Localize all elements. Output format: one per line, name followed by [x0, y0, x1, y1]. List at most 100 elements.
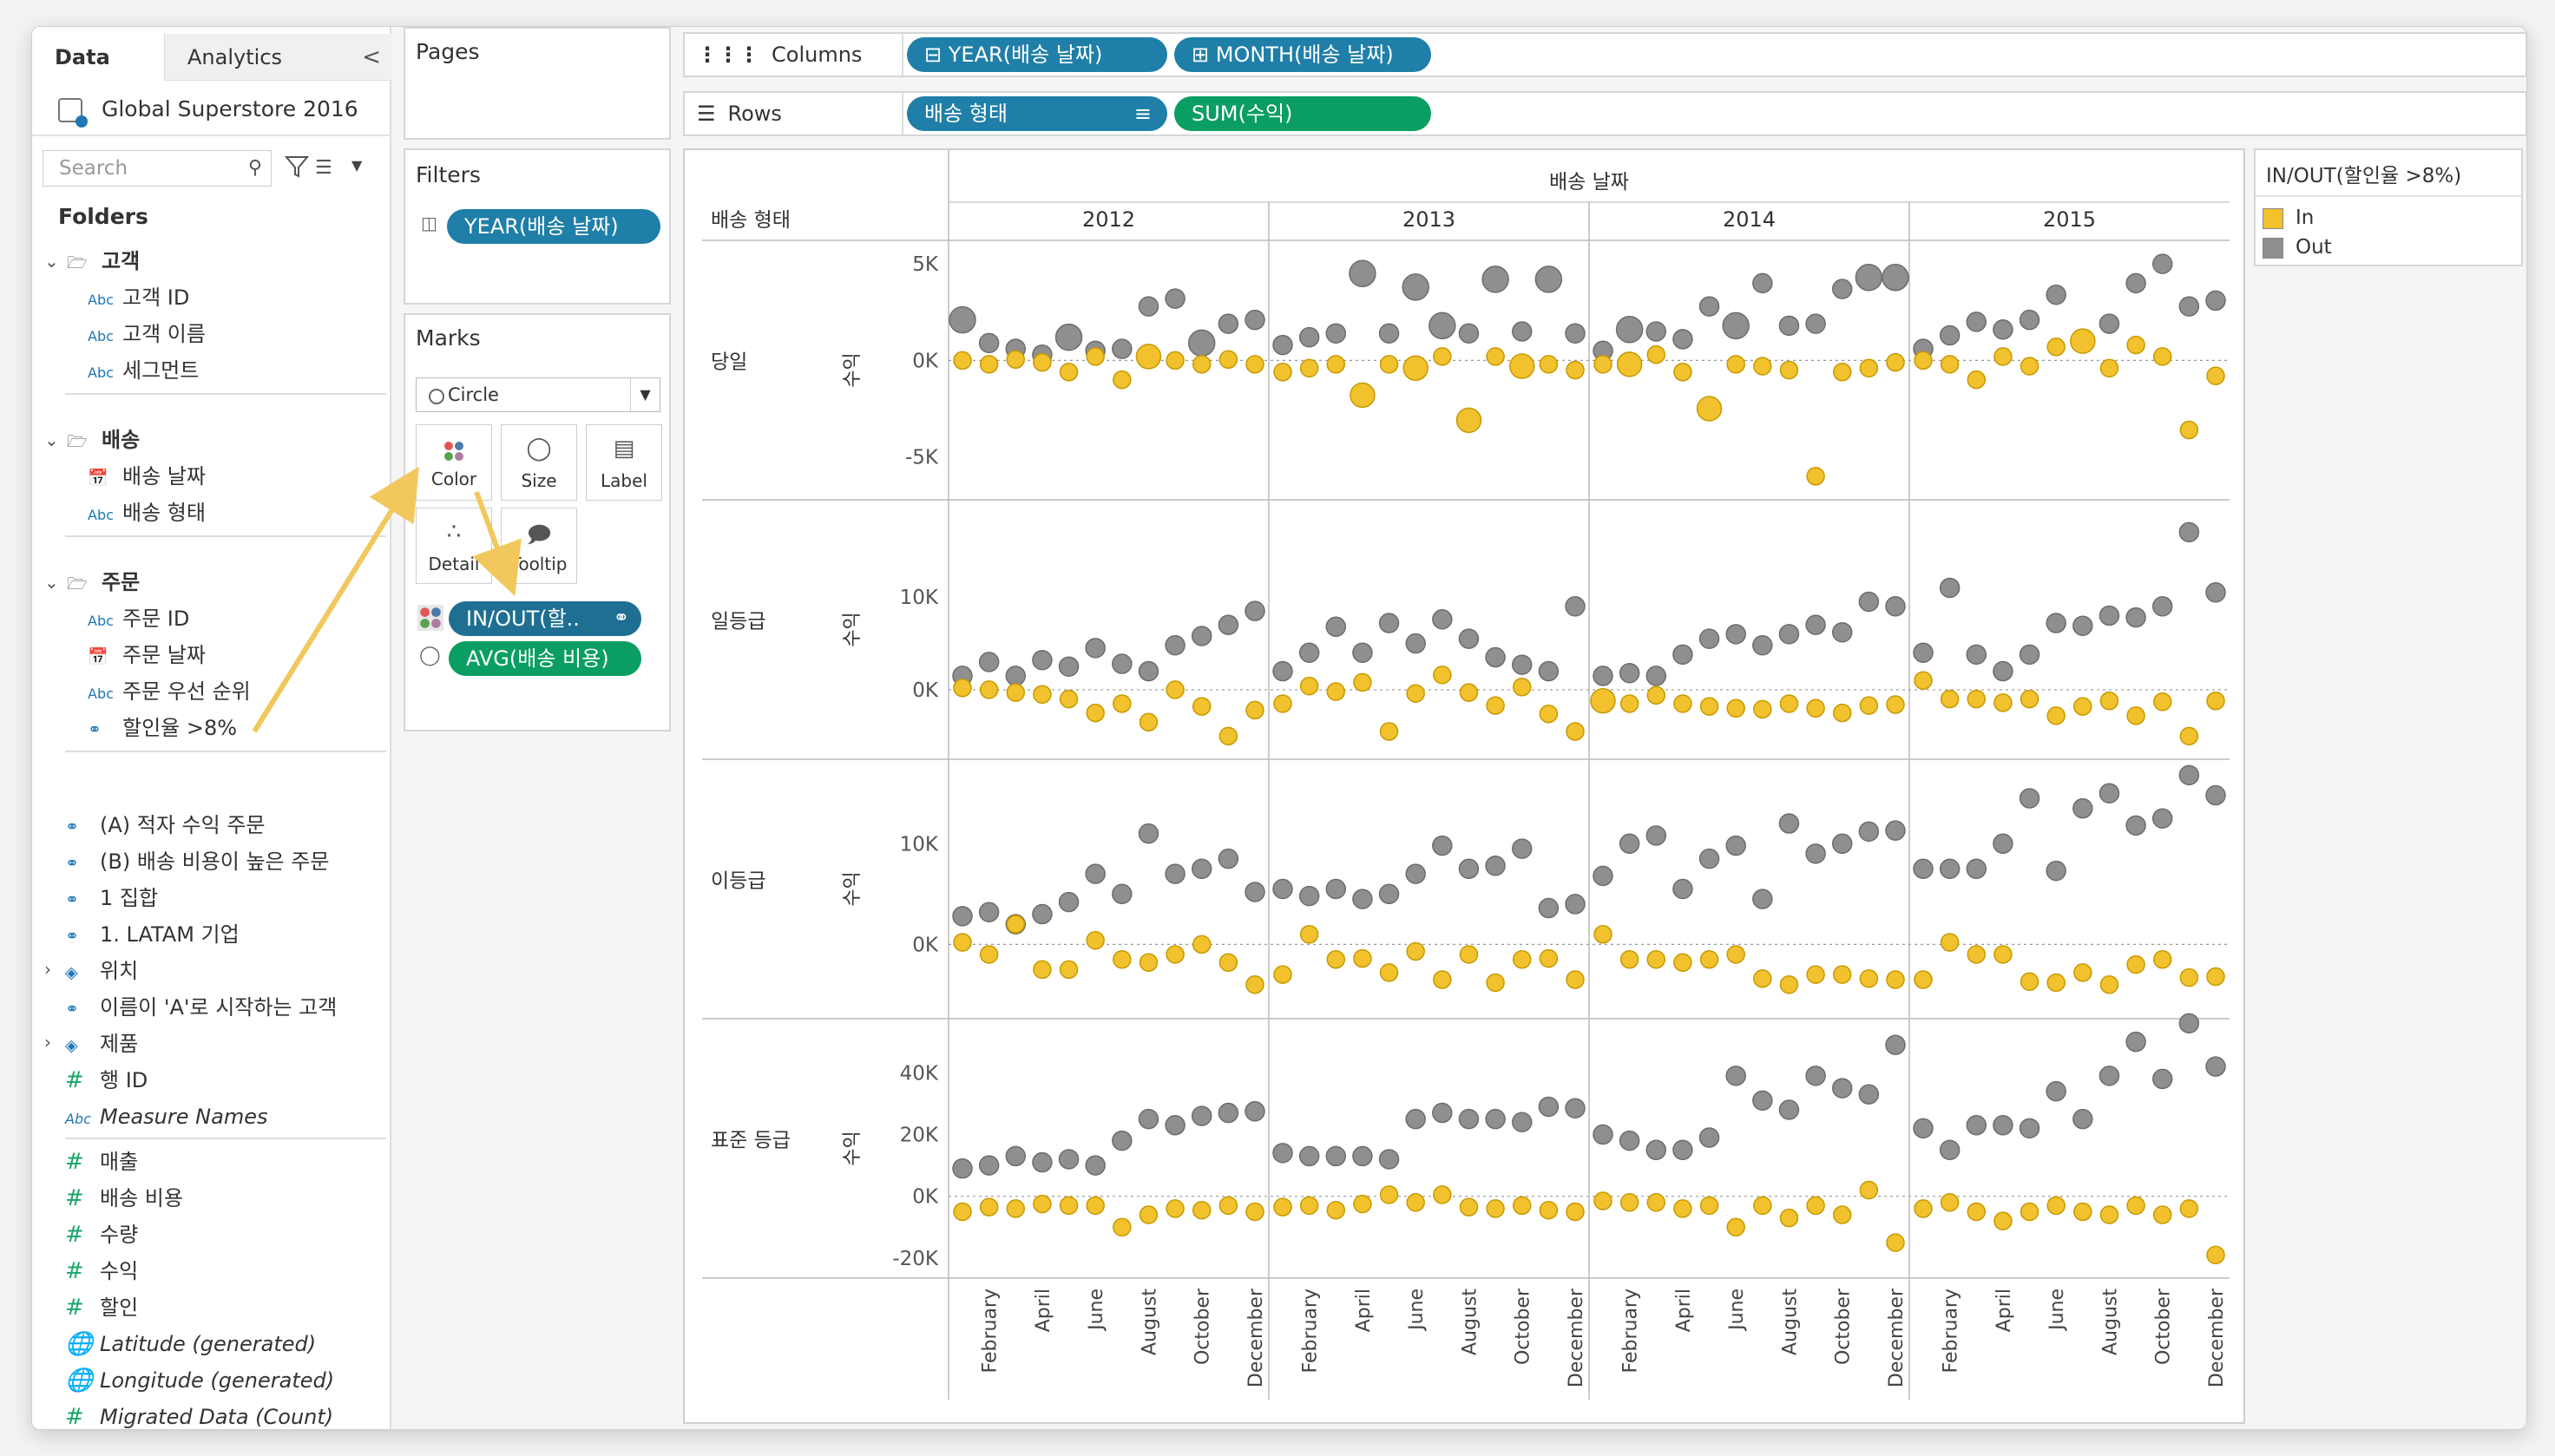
data-point-in[interactable]: [1006, 350, 1026, 370]
data-point-in[interactable]: [1139, 1205, 1159, 1224]
data-point-out[interactable]: [1538, 1096, 1560, 1118]
marks-size-button[interactable]: ◯ Size: [501, 424, 577, 501]
data-point-in[interactable]: [1033, 1194, 1052, 1214]
data-point-out[interactable]: [1725, 835, 1746, 856]
data-point-in[interactable]: [1379, 1185, 1399, 1204]
data-point-out[interactable]: [1565, 1098, 1586, 1118]
data-point-in[interactable]: [1166, 1199, 1185, 1218]
data-point-out[interactable]: [1245, 309, 1265, 331]
data-point-in[interactable]: [1006, 915, 1026, 934]
data-point-in[interactable]: [2020, 1202, 2039, 1222]
data-point-out[interactable]: [1672, 329, 1693, 350]
data-point-in[interactable]: [1779, 1208, 1799, 1228]
data-point-in[interactable]: [1940, 689, 1960, 709]
data-point-in[interactable]: [1940, 933, 1960, 952]
data-point-out[interactable]: [1511, 1112, 1533, 1132]
data-point-out[interactable]: [1352, 642, 1373, 663]
data-point-out[interactable]: [1352, 889, 1373, 909]
field-item[interactable]: Abc Measure Names: [65, 1099, 267, 1134]
filters-card[interactable]: Filters ◫ YEAR(배송 날짜): [404, 148, 671, 305]
data-point-in[interactable]: [1753, 357, 1772, 376]
data-point-out[interactable]: [1349, 259, 1376, 287]
data-point-in[interactable]: [1886, 970, 1905, 989]
data-point-out[interactable]: [1298, 885, 1320, 907]
data-point-in[interactable]: [1033, 960, 1052, 980]
chevron-down-icon[interactable]: ⌄: [44, 251, 59, 272]
data-point-in[interactable]: [1245, 355, 1264, 374]
data-point-out[interactable]: [1939, 325, 1961, 346]
viz-view[interactable]: 배송 날짜 배송 형태 2012 2013 2014 2015 당일 수익 5K 0K -5K 일등급…: [683, 148, 2245, 1424]
data-point-out[interactable]: [1725, 1066, 1746, 1086]
data-point-out[interactable]: [1245, 1101, 1265, 1122]
data-point-out[interactable]: [1858, 821, 1880, 843]
data-point-in[interactable]: [2126, 1196, 2145, 1216]
data-point-in[interactable]: [1539, 355, 1559, 374]
data-point-out[interactable]: [949, 305, 976, 334]
data-point-in[interactable]: [1508, 353, 1535, 379]
data-point-out[interactable]: [1191, 1105, 1212, 1126]
columns-pill-year[interactable]: ⊟ YEAR(배송 날짜): [907, 37, 1167, 72]
data-point-out[interactable]: [1245, 882, 1265, 902]
data-point-out[interactable]: [1458, 323, 1480, 344]
data-point-out[interactable]: [1672, 878, 1693, 900]
data-point-in[interactable]: [2099, 691, 2119, 711]
data-point-out[interactable]: [1538, 897, 1560, 919]
data-point-out[interactable]: [1218, 1102, 1239, 1124]
data-point-in[interactable]: [1406, 1193, 1425, 1212]
data-point-out[interactable]: [1378, 323, 1400, 344]
data-point-out[interactable]: [1939, 1139, 1961, 1161]
data-point-out[interactable]: [2046, 284, 2066, 305]
data-point-in[interactable]: [1779, 694, 1799, 713]
data-point-in[interactable]: [2206, 366, 2225, 385]
data-point-out[interactable]: [1054, 323, 1083, 351]
data-point-out[interactable]: [1805, 1066, 1826, 1086]
data-point-out[interactable]: [1272, 878, 1293, 900]
data-point-out[interactable]: [1058, 891, 1080, 913]
data-point-in[interactable]: [2206, 967, 2225, 987]
data-point-out[interactable]: [1698, 296, 1720, 317]
data-point-out[interactable]: [1245, 600, 1265, 621]
data-point-in[interactable]: [1273, 965, 1292, 984]
data-point-in[interactable]: [1353, 1194, 1372, 1214]
data-point-in[interactable]: [2179, 1199, 2199, 1218]
data-point-out[interactable]: [1805, 313, 1826, 334]
data-point-in[interactable]: [1326, 1200, 1346, 1220]
data-point-in[interactable]: [1914, 351, 1933, 371]
data-point-in[interactable]: [1673, 953, 1692, 972]
mark-type-dropdown[interactable]: Circle ▼: [416, 377, 660, 412]
field-item[interactable]: # 수량: [65, 1217, 138, 1252]
filter-pill-year[interactable]: YEAR(배송 날짜): [447, 209, 660, 244]
data-point-out[interactable]: [1298, 642, 1320, 663]
data-point-out[interactable]: [2019, 788, 2040, 809]
field-item[interactable]: Abc 고객 ID: [88, 280, 189, 315]
data-point-out[interactable]: [1378, 613, 1400, 633]
data-point-out[interactable]: [1939, 577, 1961, 599]
data-point-out[interactable]: [2046, 860, 2066, 882]
chevron-right-icon[interactable]: ›: [44, 959, 51, 980]
marks-label-button[interactable]: ▤ Label: [586, 424, 662, 501]
view-list-icon[interactable]: ☰: [315, 157, 332, 179]
data-point-out[interactable]: [1032, 649, 1053, 671]
data-point-in[interactable]: [1593, 1191, 1612, 1210]
field-item[interactable]: # 매출: [65, 1144, 138, 1179]
data-point-in[interactable]: [2046, 973, 2066, 993]
data-point-out[interactable]: [1565, 894, 1586, 915]
data-point-out[interactable]: [1993, 319, 2013, 340]
data-point-out[interactable]: [1565, 596, 1586, 617]
data-point-in[interactable]: [1914, 1199, 1933, 1218]
data-point-out[interactable]: [1005, 666, 1027, 686]
data-point-in[interactable]: [1433, 347, 1452, 366]
data-point-out[interactable]: [1032, 1151, 1053, 1173]
data-point-in[interactable]: [2152, 950, 2172, 969]
data-point-out[interactable]: [2205, 784, 2226, 806]
data-point-in[interactable]: [1273, 362, 1292, 382]
data-point-in[interactable]: [1459, 945, 1479, 964]
field-item[interactable]: Abc 배송 형태: [88, 495, 206, 530]
data-point-in[interactable]: [1993, 945, 2013, 964]
data-point-out[interactable]: [1831, 833, 1853, 855]
data-point-in[interactable]: [2073, 697, 2092, 716]
data-point-out[interactable]: [1165, 288, 1186, 309]
legend-item-in[interactable]: In: [2263, 204, 2314, 232]
data-point-out[interactable]: [1752, 272, 1773, 294]
data-point-out[interactable]: [1138, 660, 1159, 682]
